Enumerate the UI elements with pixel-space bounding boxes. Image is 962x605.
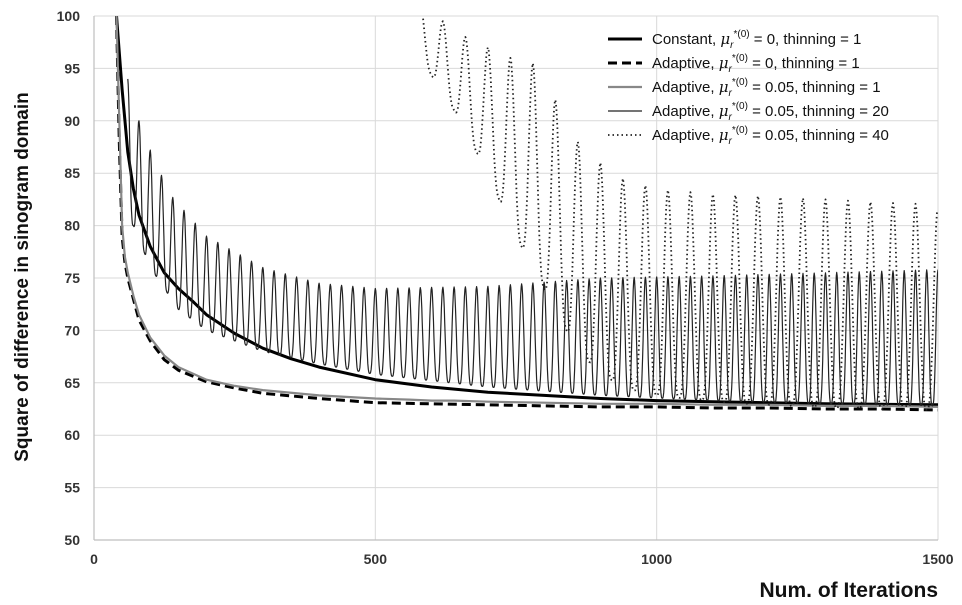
y-tick-label: 75 [64, 270, 80, 286]
y-tick-label: 90 [64, 113, 80, 129]
grid [94, 15, 939, 540]
axes [93, 16, 938, 541]
y-tick-labels: 50 55 60 65 70 75 80 85 90 95 100 [57, 8, 81, 548]
y-tick-label: 65 [64, 375, 80, 391]
y-tick-label: 60 [64, 427, 80, 443]
series-line-1 [115, 16, 938, 407]
y-tick-label: 95 [64, 60, 80, 76]
legend-entry-2: Adaptive, μr*(0) = 0, thinning = 1 [652, 53, 860, 75]
y-tick-label: 70 [64, 322, 80, 338]
y-tick-label: 85 [64, 165, 80, 181]
x-axis-title: Num. of Iterations [759, 579, 938, 602]
x-tick-label: 500 [364, 551, 388, 567]
x-tick-label: 0 [90, 551, 98, 567]
series-lines [115, 16, 938, 412]
x-tick-label: 1000 [641, 551, 672, 567]
x-tick-labels: 0 500 1000 1500 [90, 551, 954, 567]
y-axis-title: Square of difference in sinogram domain [12, 92, 33, 462]
series-line-4 [127, 78, 938, 407]
legend-entry-4: Adaptive, μr*(0) = 0.05, thinning = 20 [652, 101, 889, 123]
legend-entry-3: Adaptive, μr*(0) = 0.05, thinning = 1 [652, 77, 881, 99]
legend: Constant, μr*(0) = 0, thinning = 1Adapti… [608, 29, 889, 147]
series-line-3 [115, 16, 938, 408]
y-tick-label: 100 [57, 8, 81, 24]
legend-entry-1: Constant, μr*(0) = 0, thinning = 1 [652, 29, 861, 51]
x-tick-label: 1500 [922, 551, 953, 567]
y-tick-label: 80 [64, 218, 80, 234]
legend-entry-5: Adaptive, μr*(0) = 0.05, thinning = 40 [652, 125, 889, 147]
y-tick-label: 55 [64, 480, 80, 496]
y-tick-label: 50 [64, 532, 80, 548]
